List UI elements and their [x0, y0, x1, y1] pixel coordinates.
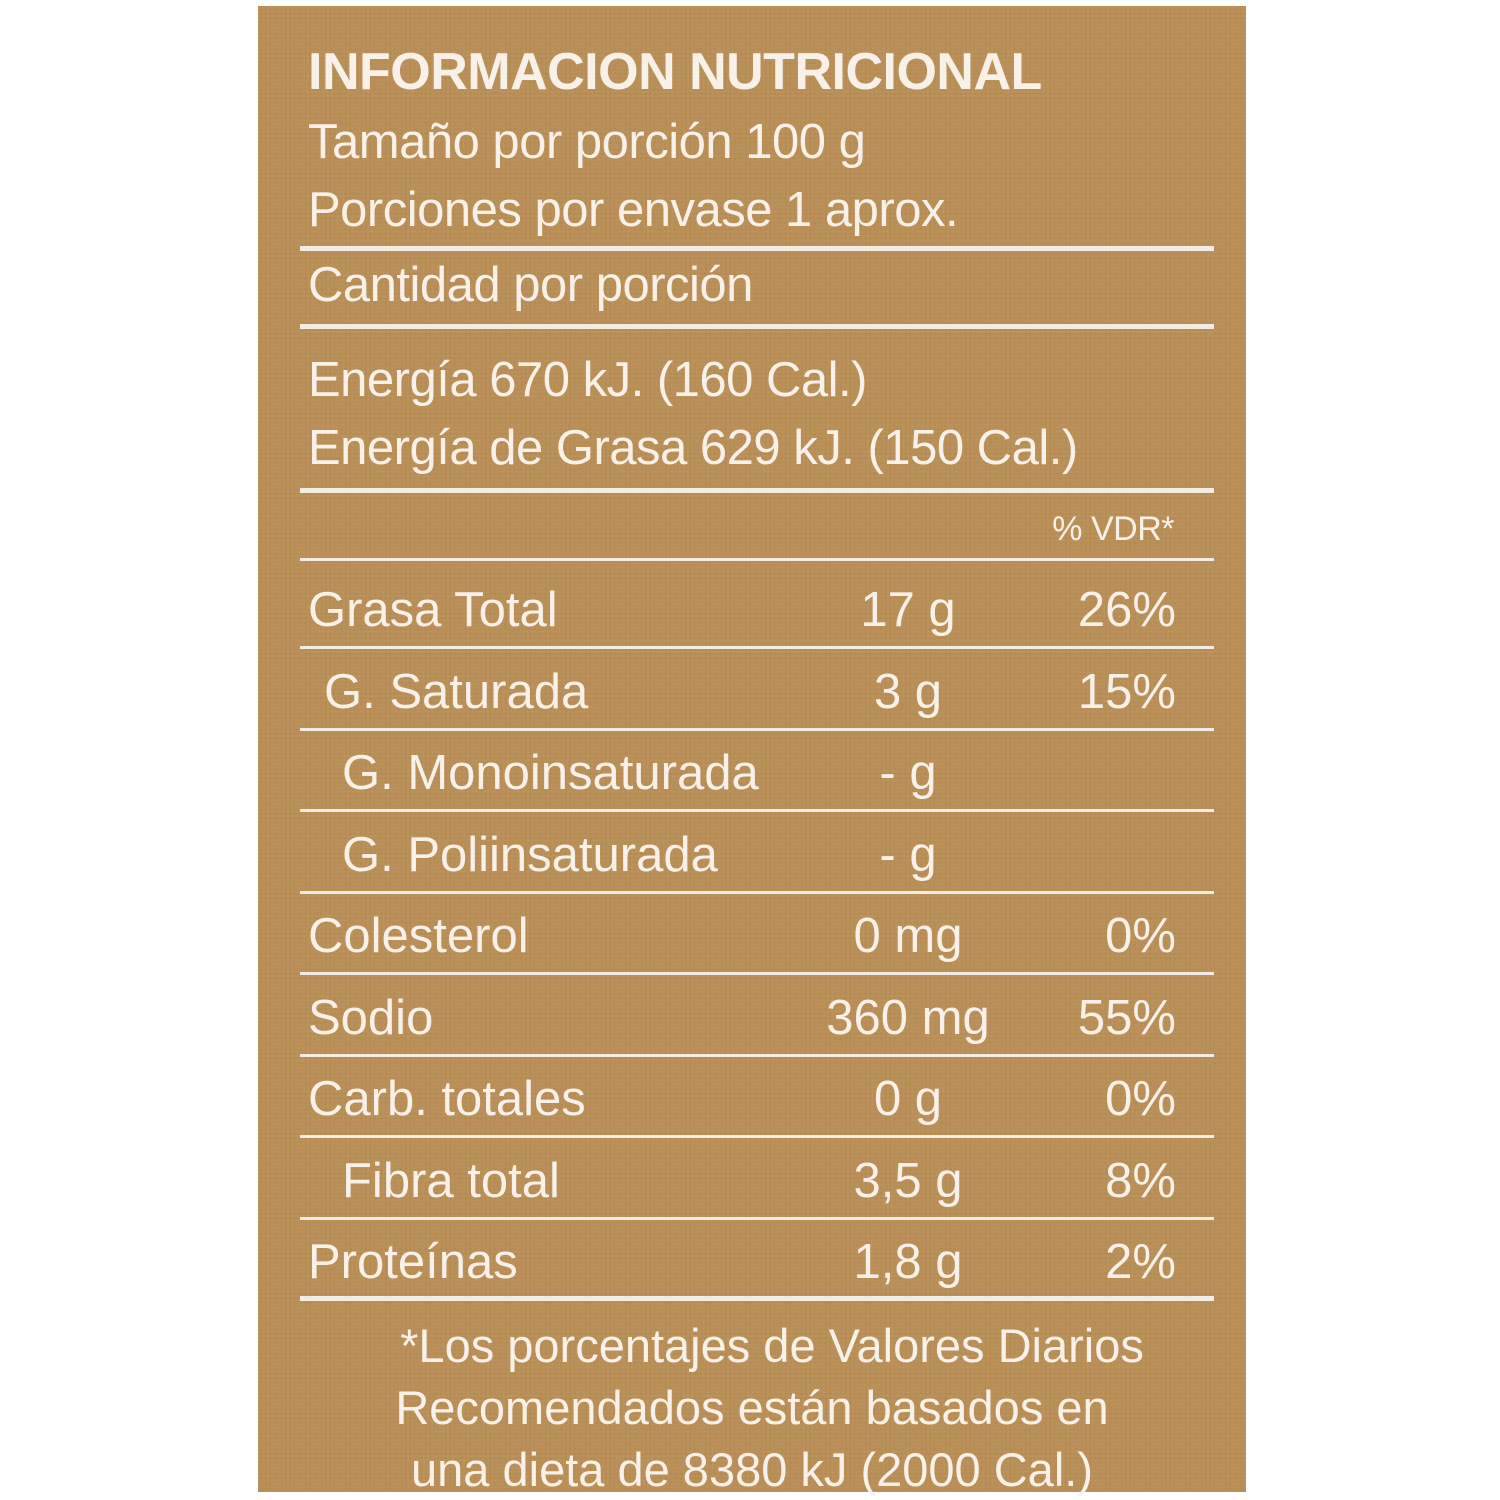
nutrient-row: Grasa Total 17 g 26% [258, 582, 1246, 642]
nutrient-name: Proteínas [308, 1235, 518, 1289]
nutrient-name: G. Saturada [324, 664, 589, 719]
nutrient-amount: 0 g [873, 1072, 943, 1126]
nutrient-dv: 26% [1077, 583, 1176, 637]
serving-size: Tamaño por porción 100 g [308, 115, 866, 169]
divider [300, 890, 1214, 894]
divider [300, 972, 1214, 975]
nutrient-amount: 360 mg [826, 990, 990, 1045]
footnote-line: *Los porcentajes de Valores Diarios [400, 1319, 1144, 1372]
nutrient-dv: 8% [1105, 1153, 1176, 1208]
label-title: INFORMACION NUTRICIONAL [308, 43, 1042, 101]
nutrient-amount: - g [879, 746, 937, 800]
divider [300, 1135, 1214, 1138]
energy: Energía 670 kJ. (160 Cal.) [308, 353, 867, 407]
nutrient-amount: 3,5 g [853, 1153, 963, 1208]
divider [300, 324, 1214, 329]
divider [300, 246, 1214, 251]
energy-from-fat: Energía de Grasa 629 kJ. (150 Cal.) [308, 421, 1078, 475]
nutrient-dv: 15% [1077, 664, 1176, 719]
nutrient-amount: 3 g [873, 664, 943, 719]
nutrient-row: G. Monoinsaturada - g [258, 745, 1246, 805]
divider [300, 809, 1214, 812]
nutrient-amount: 0 mg [853, 909, 963, 963]
nutrient-name: Sodio [308, 990, 434, 1045]
nutrition-label: INFORMACION NUTRICIONAL Tamaño por porci… [258, 6, 1246, 1496]
nutrient-row: Sodio 360 mg 55% [258, 990, 1246, 1050]
nutrient-row: Proteínas 1,8 g 2% [258, 1234, 1246, 1294]
nutrient-row: Carb. totales 0 g 0% [258, 1071, 1246, 1131]
divider [300, 1216, 1214, 1220]
divider [300, 488, 1214, 493]
nutrient-dv: 2% [1105, 1235, 1176, 1289]
nutrient-row: G. Saturada 3 g 15% [258, 664, 1246, 724]
amount-per-serving: Cantidad por porción [308, 258, 753, 312]
divider [300, 1296, 1214, 1301]
divider [300, 727, 1214, 731]
footnote-line: Recomendados están basados en [395, 1381, 1109, 1434]
nutrient-name: G. Poliinsaturada [342, 827, 718, 882]
divider [300, 646, 1214, 649]
nutrient-name: Grasa Total [308, 583, 558, 637]
nutrient-row: Colesterol 0 mg 0% [258, 908, 1246, 968]
nutrient-row: Fibra total 3,5 g 8% [258, 1153, 1246, 1213]
nutrient-dv: 0% [1105, 909, 1176, 963]
nutrient-dv: 0% [1105, 1072, 1176, 1126]
nutrient-amount: 1,8 g [853, 1235, 963, 1289]
nutrient-amount: 17 g [860, 583, 956, 637]
dv-header: % VDR* [1052, 510, 1174, 548]
divider [300, 558, 1214, 561]
nutrient-name: G. Monoinsaturada [342, 746, 759, 800]
footnote-line: una dieta de 8380 kJ (2000 Cal.) [411, 1443, 1093, 1496]
nutrient-name: Carb. totales [308, 1072, 586, 1126]
nutrient-dv: 55% [1077, 990, 1176, 1045]
divider [300, 1053, 1214, 1057]
nutrient-row: G. Poliinsaturada - g [258, 827, 1246, 887]
servings-per-container: Porciones por envase 1 aprox. [308, 183, 959, 237]
nutrient-amount: - g [879, 827, 937, 882]
nutrient-name: Colesterol [308, 909, 529, 963]
nutrient-name: Fibra total [342, 1153, 560, 1208]
